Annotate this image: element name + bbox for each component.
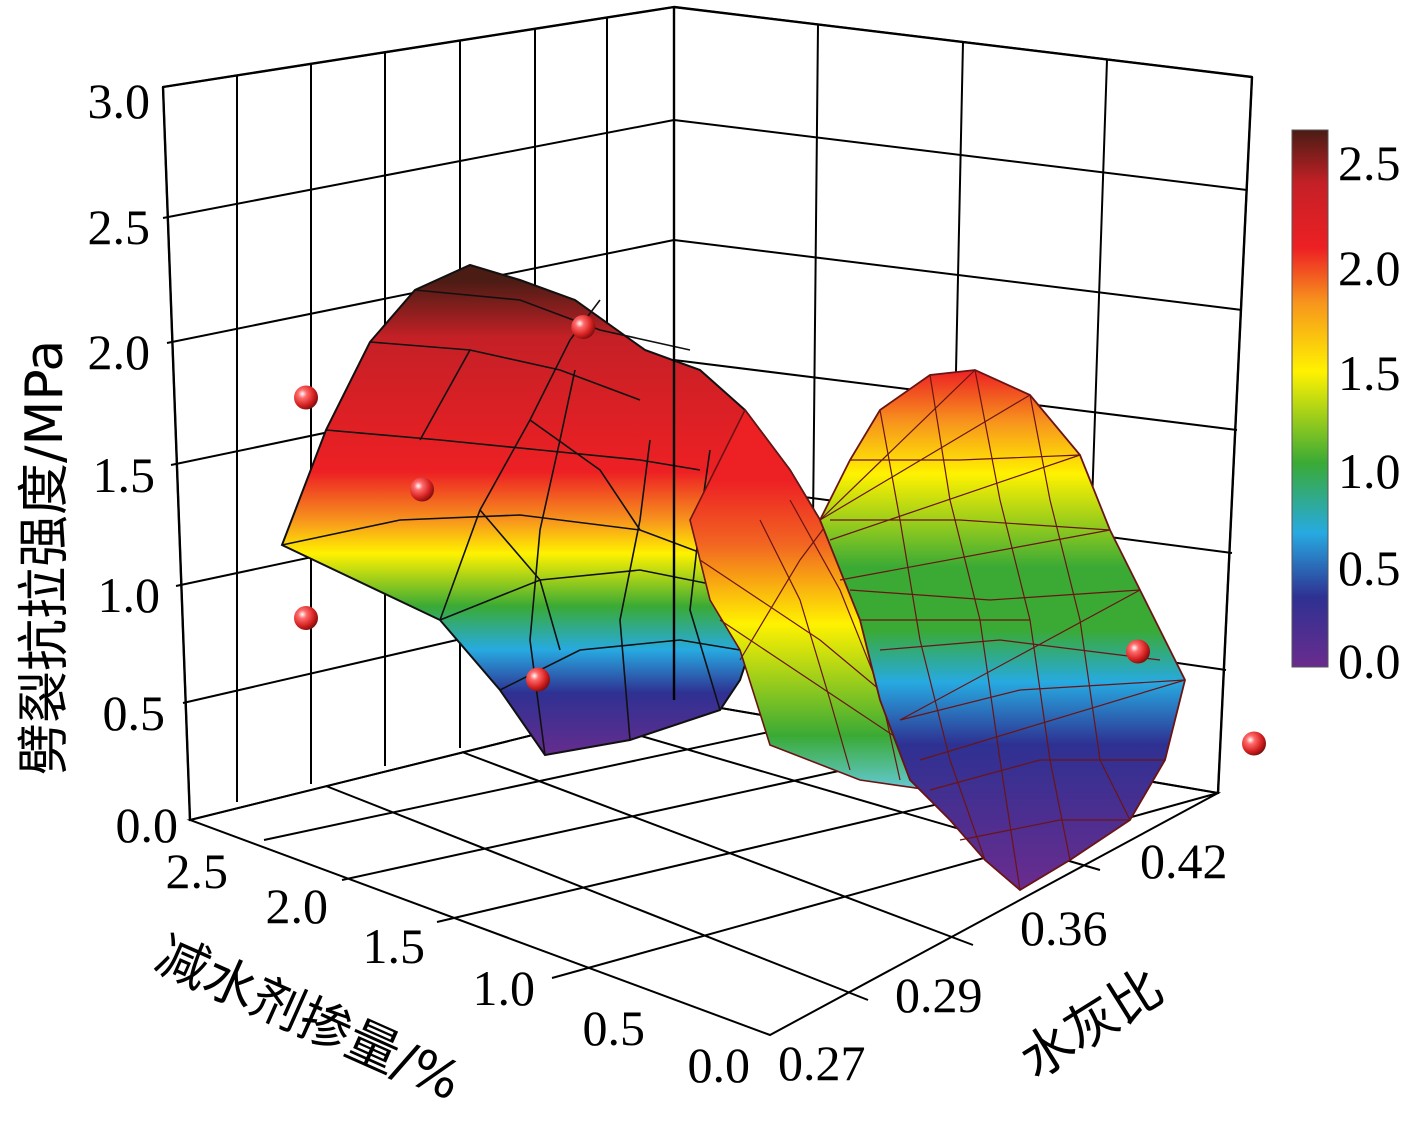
x-tick: 1.5 — [363, 918, 426, 974]
data-markers — [294, 315, 1266, 756]
z-tick: 1.5 — [93, 447, 156, 503]
colorbar-tick: 0.0 — [1338, 633, 1401, 689]
x-tick: 2.0 — [266, 878, 329, 934]
z-tick: 3.0 — [88, 73, 151, 129]
x-tick: 0.0 — [688, 1037, 751, 1093]
data-point-marker — [410, 477, 434, 502]
data-point-marker — [294, 385, 318, 410]
x-tick: 2.5 — [166, 843, 229, 899]
z-axis-title: 劈裂抗拉强度/MPa — [15, 340, 75, 775]
colorbar-tick: 0.5 — [1338, 540, 1401, 596]
axis-frame — [161, 5, 1254, 821]
x-axis-ticks: 2.5 2.0 1.5 1.0 0.5 0.0 — [166, 843, 751, 1093]
z-tick: 1.0 — [98, 567, 161, 623]
z-tick: 0.5 — [103, 685, 166, 741]
x-tick: 0.5 — [583, 1000, 646, 1056]
data-point-marker — [1126, 639, 1150, 664]
colorbar-tick: 2.5 — [1338, 135, 1401, 191]
z-axis-ticks: 3.0 2.5 2.0 1.5 1.0 0.5 0.0 — [88, 73, 179, 853]
data-point-marker — [1242, 731, 1266, 756]
y-tick: 0.29 — [895, 967, 983, 1023]
colorbar-tick: 1.0 — [1338, 443, 1401, 499]
z-tick: 0.0 — [116, 797, 179, 853]
colorbar-gradient-bar — [1291, 129, 1329, 668]
y-tick: 0.36 — [1020, 900, 1108, 956]
surface-ridge — [280, 263, 822, 757]
y-axis-ticks: 0.27 0.29 0.36 0.42 — [778, 833, 1228, 1091]
colorbar-tick: 1.5 — [1338, 345, 1401, 401]
x-tick: 1.0 — [473, 960, 536, 1016]
colorbar: 2.5 2.0 1.5 1.0 0.5 0.0 — [1291, 129, 1401, 689]
data-point-marker — [294, 606, 318, 630]
surface-dome — [819, 369, 1186, 892]
data-point-marker — [571, 315, 596, 339]
z-tick: 2.5 — [88, 199, 151, 255]
y-tick: 0.42 — [1140, 833, 1228, 889]
z-tick: 2.0 — [88, 324, 151, 380]
colorbar-tick: 2.0 — [1338, 240, 1401, 296]
y-tick: 0.27 — [778, 1035, 866, 1091]
y-axis-title: 水灰比 — [1010, 957, 1174, 1091]
data-point-marker — [526, 667, 550, 692]
